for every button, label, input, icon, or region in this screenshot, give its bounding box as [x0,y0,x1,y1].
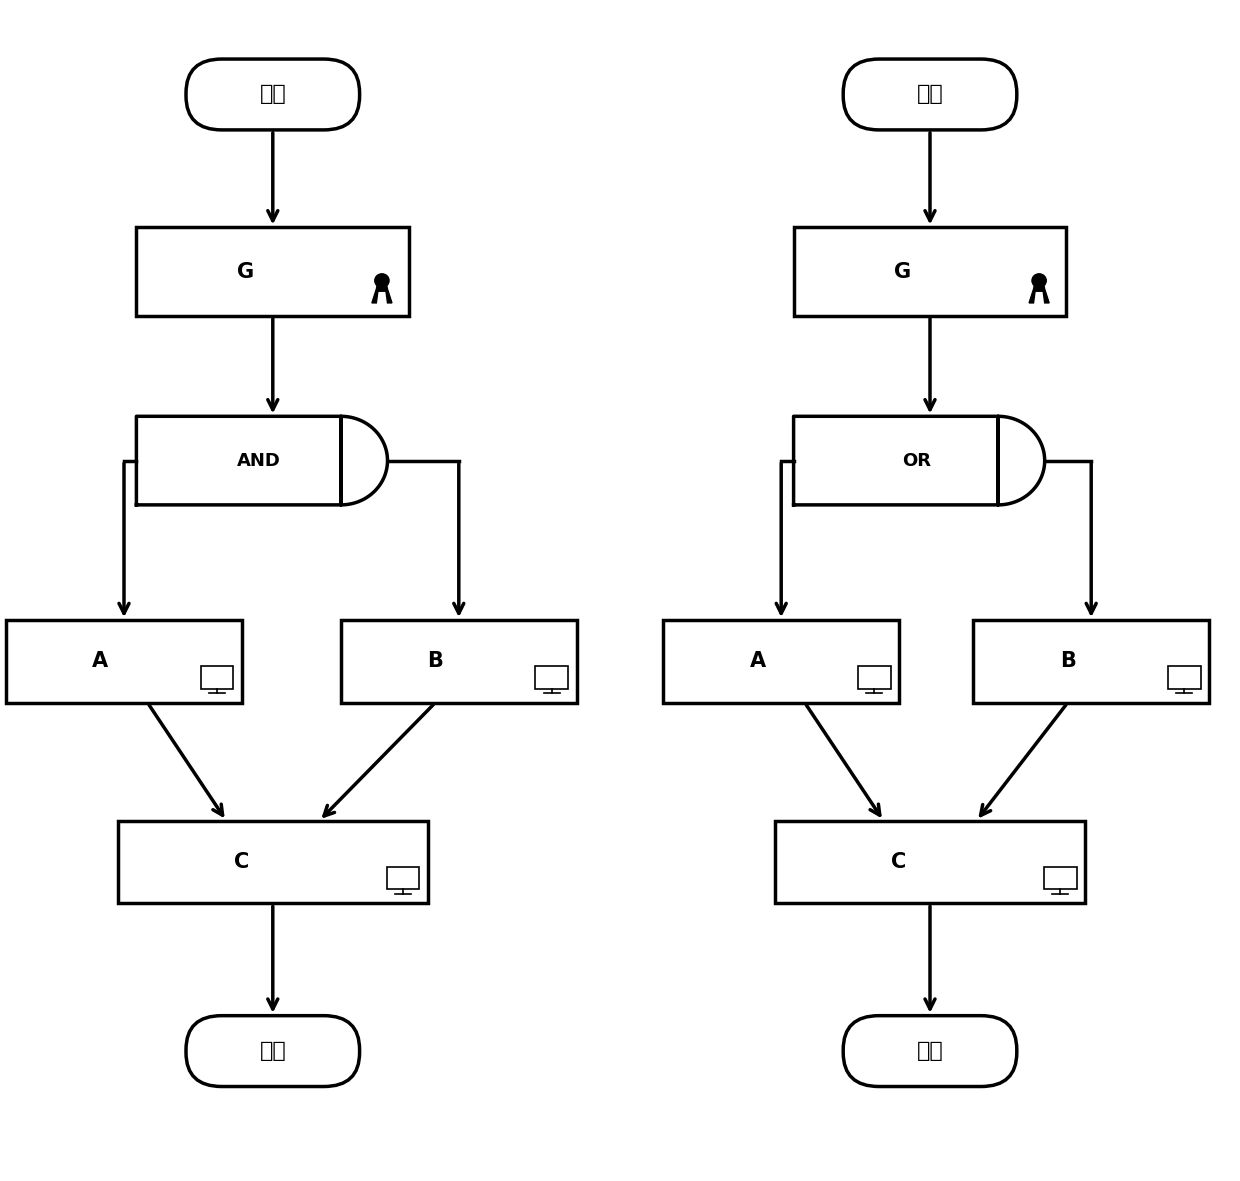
FancyBboxPatch shape [186,1016,360,1087]
Bar [203,668,231,686]
Bar [118,821,428,903]
Text: 结束: 结束 [259,1042,286,1061]
Circle shape [1032,274,1047,287]
Text: B: B [1060,652,1075,671]
FancyBboxPatch shape [186,59,360,130]
Bar [1171,668,1198,686]
Bar [536,666,568,689]
Bar [1047,869,1074,887]
Bar [663,620,899,703]
FancyBboxPatch shape [843,59,1017,130]
Text: 开始: 开始 [916,85,944,104]
Text: A: A [749,652,766,671]
Bar [201,666,233,689]
Text: G: G [237,262,254,281]
Bar [389,869,417,887]
Text: C: C [234,853,249,872]
Polygon shape [372,281,392,302]
Polygon shape [136,417,387,505]
Circle shape [374,274,389,287]
Text: AND: AND [237,451,281,470]
Bar [861,668,888,686]
Text: B: B [428,652,443,671]
Bar [1044,867,1076,889]
Bar [341,620,577,703]
Bar [794,227,1066,315]
FancyBboxPatch shape [843,1016,1017,1087]
Bar [775,821,1085,903]
Bar [1168,666,1200,689]
Text: 结束: 结束 [916,1042,944,1061]
Bar [6,620,242,703]
Bar [387,867,419,889]
Text: 开始: 开始 [259,85,286,104]
Bar [136,227,409,315]
Bar [973,620,1209,703]
Polygon shape [794,417,1044,505]
Polygon shape [1029,281,1049,302]
Text: OR: OR [901,451,931,470]
Text: G: G [894,262,911,281]
Bar [538,668,565,686]
Bar [858,666,890,689]
Text: A: A [92,652,109,671]
Text: C: C [892,853,906,872]
